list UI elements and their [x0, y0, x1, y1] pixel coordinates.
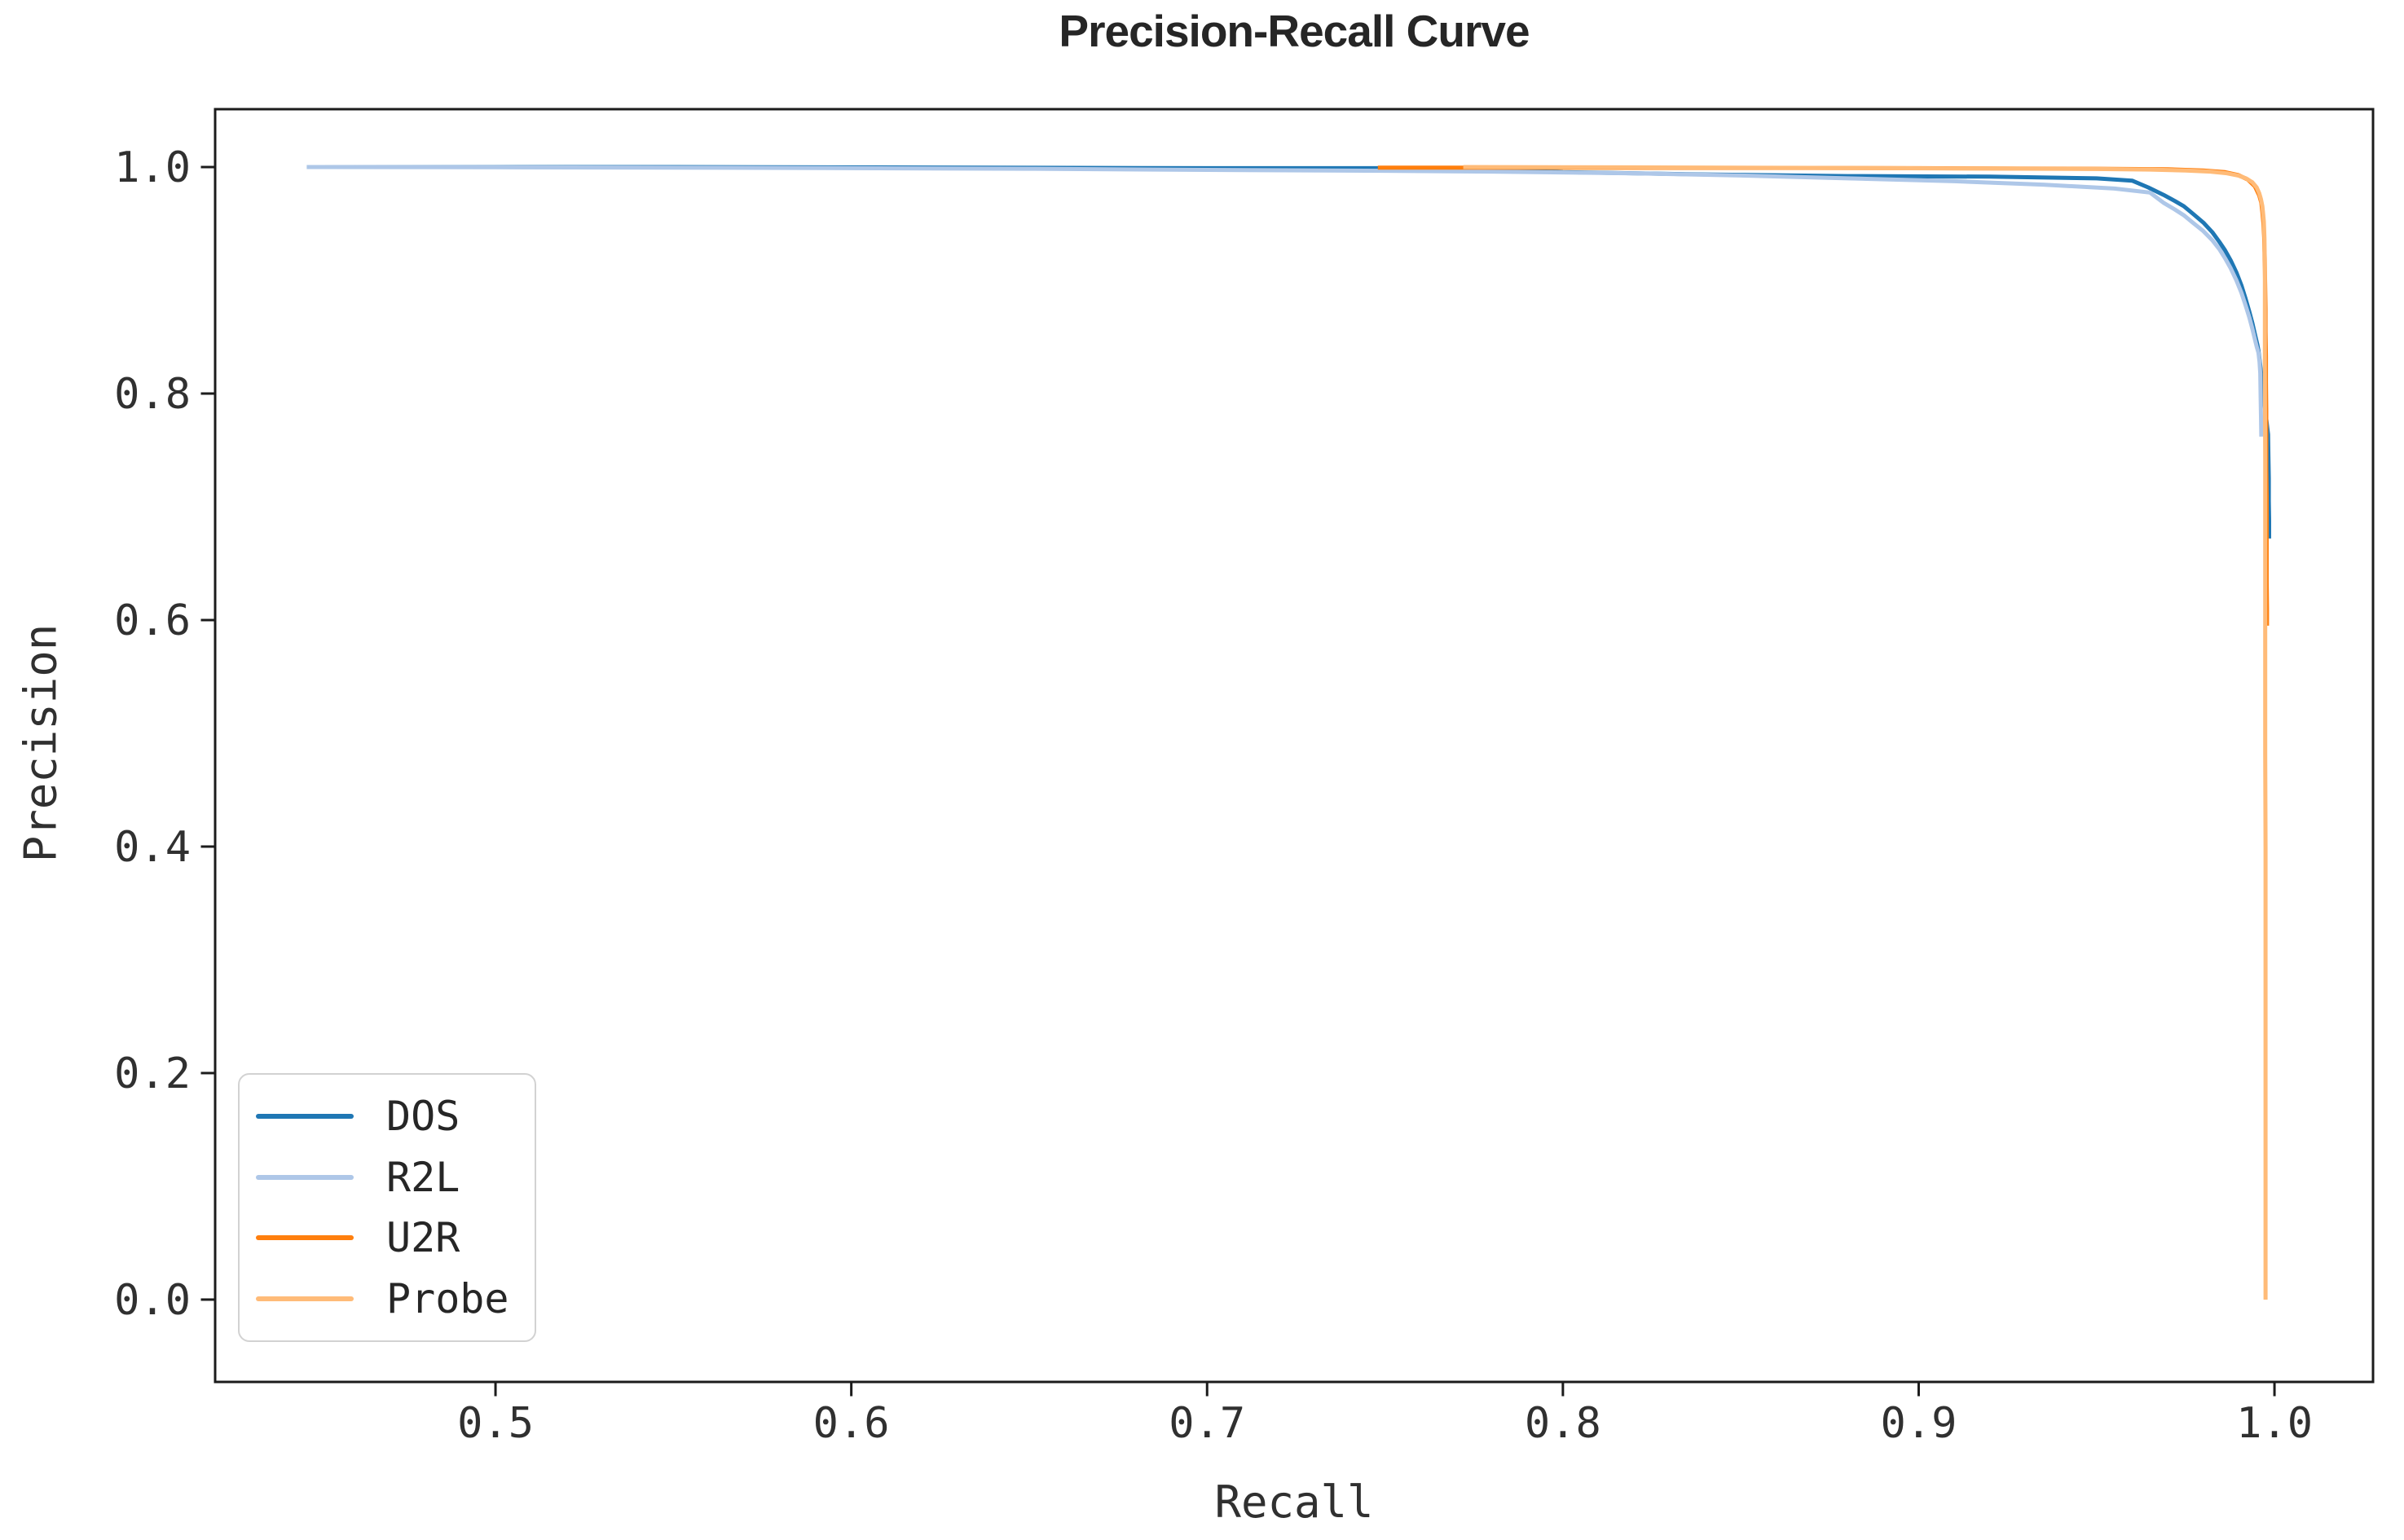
- legend-item-dos: DOS: [256, 1089, 518, 1143]
- series-line-r2l: [306, 165, 2264, 437]
- x-tick-label: 0.9: [1880, 1399, 1957, 1448]
- y-axis-label: Precision: [15, 623, 67, 863]
- axes-spines: [214, 108, 2375, 1384]
- x-tick-label: 0.5: [457, 1399, 534, 1448]
- x-axis-label: Recall: [1214, 1476, 1374, 1528]
- y-tick-label: 0.8: [114, 370, 191, 419]
- chart-title: Precision-Recall Curve: [1059, 6, 1530, 56]
- y-tick-label: 0.6: [114, 596, 191, 645]
- y-tick-label: 1.0: [114, 143, 191, 192]
- legend-item-u2r: U2R: [256, 1211, 518, 1265]
- x-tick-label: 0.8: [1525, 1399, 1601, 1448]
- legend-label-u2r: U2R: [386, 1214, 460, 1262]
- legend-swatch-probe: [256, 1296, 354, 1301]
- legend-swatch-u2r: [256, 1235, 354, 1241]
- legend-label-probe: Probe: [386, 1274, 509, 1322]
- series-line-dos: [306, 165, 2271, 539]
- y-tick-label: 0.2: [114, 1049, 191, 1098]
- legend: DOS R2L U2R Probe: [238, 1073, 536, 1342]
- x-tick-label: 0.6: [813, 1399, 890, 1448]
- x-tick-label: 0.7: [1169, 1399, 1245, 1448]
- legend-label-r2l: R2L: [386, 1153, 460, 1201]
- series-line-probe: [1463, 165, 2268, 1300]
- y-tick-label: 0.4: [114, 823, 191, 872]
- y-tick-label: 0.0: [114, 1276, 191, 1325]
- legend-item-r2l: R2L: [256, 1151, 518, 1204]
- legend-label-dos: DOS: [386, 1093, 460, 1141]
- x-tick-label: 1.0: [2236, 1399, 2313, 1448]
- legend-swatch-dos: [256, 1114, 354, 1120]
- series-line-u2r: [1377, 165, 2270, 626]
- legend-item-probe: Probe: [256, 1272, 518, 1326]
- legend-swatch-r2l: [256, 1174, 354, 1180]
